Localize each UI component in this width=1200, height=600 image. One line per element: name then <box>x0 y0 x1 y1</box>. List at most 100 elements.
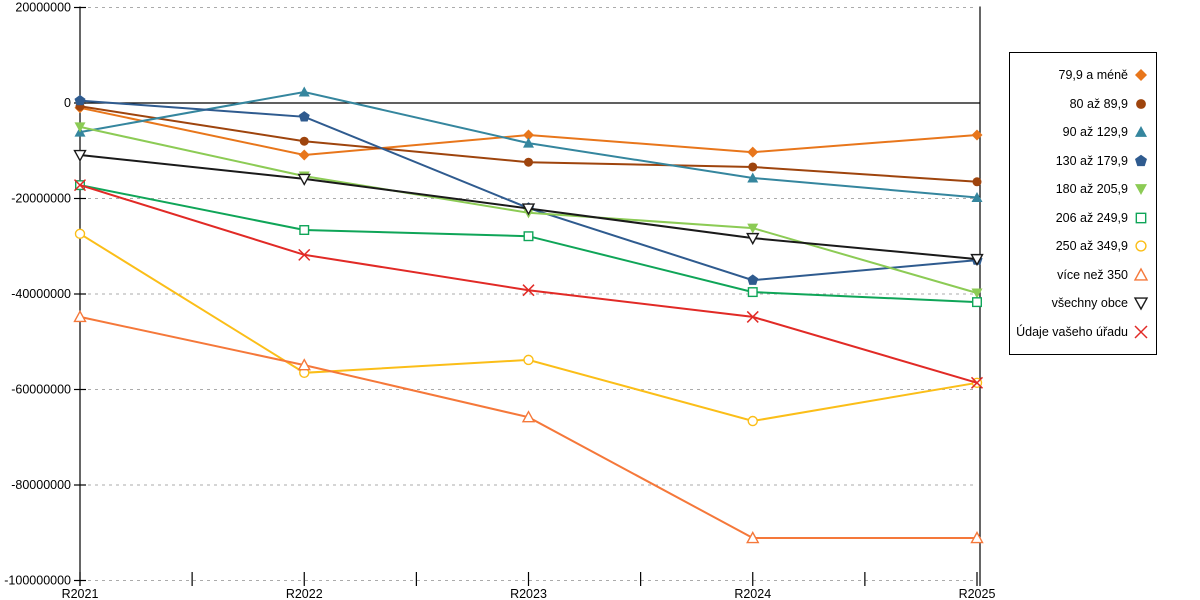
series-line <box>79 315 977 539</box>
pentagon-marker-icon <box>74 94 86 106</box>
legend-marker-icon <box>1133 267 1149 281</box>
series-10 <box>73 179 984 389</box>
circle-marker-icon <box>972 177 982 187</box>
legend-label: Údaje vašeho úřadu <box>1016 324 1128 339</box>
triangle-up-marker-icon <box>971 192 983 203</box>
legend-marker-icon <box>1135 154 1147 166</box>
x-marker-icon <box>298 248 311 261</box>
series-9 <box>73 149 984 267</box>
square-marker-icon <box>299 225 310 236</box>
triangle-down-marker-icon <box>747 223 759 234</box>
triangle-up-marker-icon <box>970 531 984 544</box>
triangle-down-marker-icon <box>970 253 984 267</box>
legend-label: 79,9 a méně <box>1058 68 1129 82</box>
series-1 <box>74 102 983 161</box>
legend-label: 180 až 205,9 <box>1055 182 1128 196</box>
triangle-up-marker-icon <box>747 172 759 183</box>
triangle-down-marker-icon <box>971 288 983 299</box>
series-3 <box>74 86 983 203</box>
legend-item: 90 až 129,9 <box>1014 124 1149 140</box>
legend-label: 206 až 249,9 <box>1055 210 1128 225</box>
legend-item: 80 až 89,9 <box>1014 96 1149 112</box>
series-6 <box>75 180 982 308</box>
x-marker-icon <box>73 179 87 192</box>
legend-item: 79,9 a méně <box>1014 67 1149 83</box>
triangle-up-marker-icon <box>298 86 310 97</box>
triangle-up-marker-icon <box>523 137 534 148</box>
x-marker-icon <box>522 284 535 297</box>
legend-item: 180 až 205,9 <box>1014 181 1149 197</box>
circle-marker-icon <box>523 157 534 167</box>
series-2 <box>75 101 982 187</box>
triangle-down-marker-icon <box>297 173 311 186</box>
legend-marker-icon <box>1135 126 1147 138</box>
triangle-down-marker-icon <box>521 203 536 216</box>
square-marker-icon <box>1135 212 1147 224</box>
legend-marker-icon <box>1135 184 1147 196</box>
triangle-down-marker-icon <box>1133 297 1149 311</box>
diamond-marker-icon <box>1135 69 1147 82</box>
x-marker-icon <box>1134 325 1148 339</box>
x-marker-icon <box>746 310 759 323</box>
legend-marker-icon <box>1135 212 1147 224</box>
triangle-down-marker-icon <box>73 149 87 163</box>
y-tick-label: -80000000 <box>11 478 71 492</box>
circle-marker-icon <box>523 354 534 366</box>
legend-marker-icon <box>1134 325 1148 339</box>
triangle-up-marker-icon <box>1135 126 1147 138</box>
y-tick-label: 20000000 <box>15 1 71 15</box>
triangle-up-marker-icon <box>521 410 536 423</box>
diamond-marker-icon <box>298 149 310 161</box>
y-tick-label: 0 <box>64 96 71 110</box>
triangle-down-marker-icon <box>74 122 86 133</box>
triangle-up-marker-icon <box>1133 267 1149 281</box>
legend-item: všechny obce <box>1014 295 1149 311</box>
legend-label: 90 až 129,9 <box>1062 125 1128 139</box>
y-tick-label: -40000000 <box>11 287 71 301</box>
legend-marker-icon <box>1133 297 1149 311</box>
circle-marker-icon <box>299 136 309 146</box>
legend: 79,9 a méně 80 až 89,9 90 až 129,9 130 až 1… <box>1009 52 1157 355</box>
series-line <box>79 232 978 423</box>
legend-label: 130 až 179,9 <box>1055 153 1128 168</box>
series-4 <box>74 94 983 285</box>
diamond-marker-icon <box>971 129 983 141</box>
diamond-marker-icon <box>747 146 759 158</box>
triangle-down-marker-icon <box>746 232 760 246</box>
circle-marker-icon <box>1135 240 1147 252</box>
circle-marker-icon <box>747 415 758 427</box>
legend-item: více než 350 <box>1014 267 1149 283</box>
triangle-down-marker-icon <box>1135 184 1147 196</box>
x-tick-label: R2023 <box>510 587 547 600</box>
legend-item: 206 až 249,9 <box>1014 210 1149 226</box>
square-marker-icon <box>972 297 982 308</box>
circle-marker-icon <box>74 228 86 240</box>
x-tick-label: R2022 <box>286 587 323 600</box>
legend-label: 250 až 349,9 <box>1055 239 1128 253</box>
pentagon-marker-icon <box>298 111 310 122</box>
circle-marker-icon <box>1136 98 1146 109</box>
legend-label: 80 až 89,9 <box>1069 96 1128 111</box>
triangle-up-marker-icon <box>73 309 87 323</box>
y-tick-label: -20000000 <box>11 192 71 206</box>
legend-marker-icon <box>1135 69 1147 82</box>
x-tick-label: R2025 <box>959 587 996 600</box>
pentagon-marker-icon <box>747 274 759 285</box>
legend-label: více než 350 <box>1057 267 1128 282</box>
diamond-marker-icon <box>523 129 534 141</box>
x-tick-label: R2021 <box>62 587 99 600</box>
triangle-up-marker-icon <box>746 531 760 544</box>
series-8 <box>73 309 984 544</box>
circle-marker-icon <box>748 162 758 172</box>
y-tick-label: -60000000 <box>11 383 71 397</box>
legend-label: všechny obce <box>1051 296 1128 310</box>
triangle-up-marker-icon <box>297 358 311 371</box>
pentagon-marker-icon <box>1135 154 1147 166</box>
legend-item: 250 až 349,9 <box>1014 238 1149 254</box>
legend-marker-icon <box>1136 98 1146 109</box>
series-7 <box>74 228 983 427</box>
x-tick-label: R2024 <box>734 587 771 600</box>
legend-item: Údaje vašeho úřadu <box>1014 324 1149 340</box>
